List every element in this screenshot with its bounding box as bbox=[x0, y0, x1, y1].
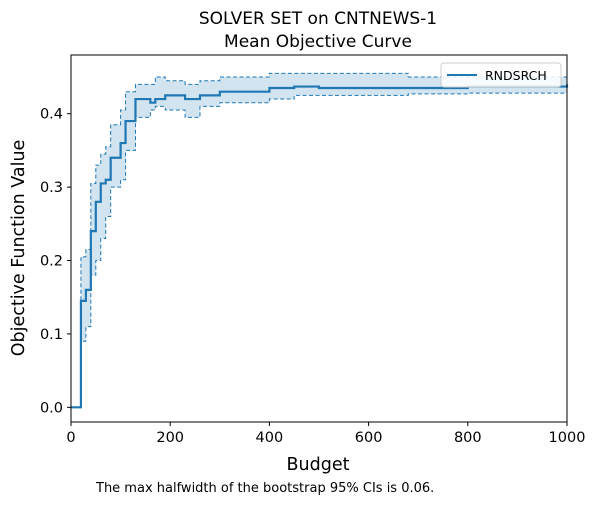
y-tick-label-0: 0.0 bbox=[40, 400, 63, 416]
x-tick-label-5: 1000 bbox=[549, 430, 586, 446]
x-axis-label: Budget bbox=[287, 455, 350, 475]
ci-upper-line-0 bbox=[71, 72, 568, 408]
y-tick-label-3: 0.3 bbox=[40, 180, 63, 196]
legend: RNDSRCH bbox=[440, 62, 562, 88]
x-tick-label-0: 0 bbox=[66, 430, 75, 446]
x-tick-label-2: 400 bbox=[256, 430, 284, 446]
ci-band-0 bbox=[71, 73, 567, 408]
y-tick-label-4: 0.4 bbox=[40, 107, 63, 123]
series-lines bbox=[71, 84, 569, 409]
chart-subtitle: Mean Objective Curve bbox=[224, 32, 412, 52]
plot-frame bbox=[70, 54, 568, 423]
y-tick-label-2: 0.2 bbox=[40, 254, 63, 270]
x-tick-label-1: 200 bbox=[156, 430, 184, 446]
chart-title: SOLVER SET on CNTNEWS-1 bbox=[199, 9, 437, 29]
y-axis-ticks: 0.0 0.1 0.2 0.3 0.4 bbox=[40, 107, 71, 416]
series-line-0 bbox=[71, 84, 569, 409]
legend-box bbox=[440, 62, 562, 88]
ci-lower-line-0 bbox=[71, 91, 568, 408]
x-tick-label-3: 600 bbox=[355, 430, 383, 446]
y-tick-label-1: 0.1 bbox=[40, 327, 63, 343]
ci-band-group bbox=[71, 72, 568, 408]
legend-label-rndsrch: RNDSRCH bbox=[485, 68, 547, 83]
x-tick-label-4: 800 bbox=[454, 430, 482, 446]
y-axis-label: Objective Function Value bbox=[9, 140, 29, 357]
ci-note: The max halfwidth of the bootstrap 95% C… bbox=[95, 481, 434, 496]
x-axis-ticks: 0 200 400 600 800 1000 bbox=[66, 422, 585, 446]
